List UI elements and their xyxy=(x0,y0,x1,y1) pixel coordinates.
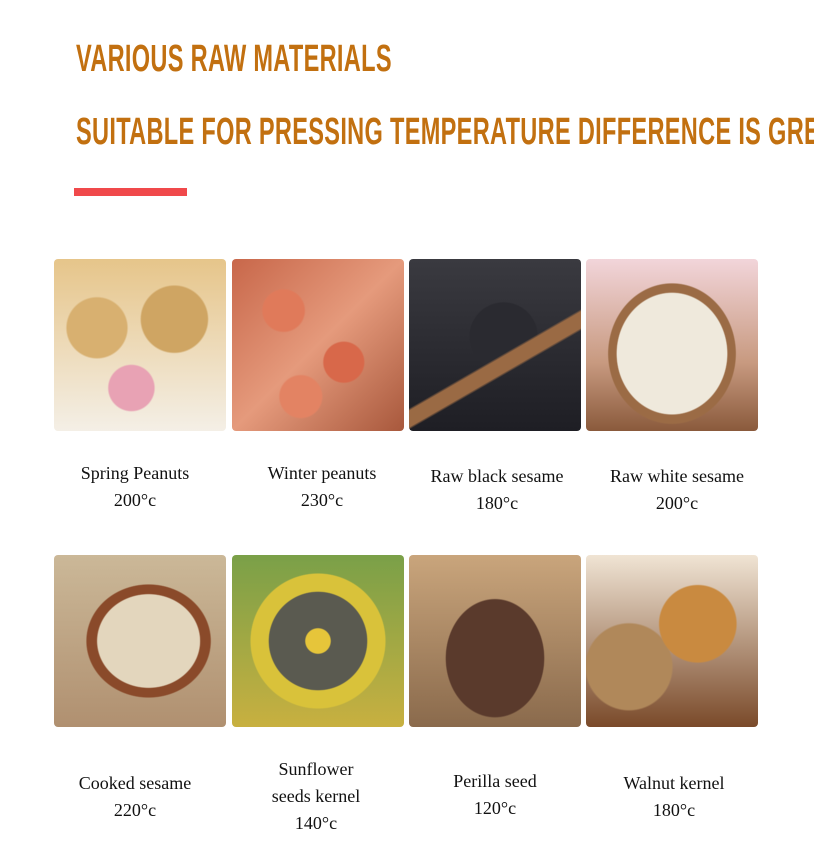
material-label: Spring Peanuts 200°c xyxy=(40,460,230,514)
walnut-kernel-image xyxy=(586,555,758,727)
spring-peanuts-image xyxy=(54,259,226,431)
material-name: Cooked sesame xyxy=(78,773,192,793)
material-temp: 180°c xyxy=(652,800,696,820)
material-name: Raw black sesame xyxy=(430,466,564,486)
material-label: Winter peanuts 230°c xyxy=(227,460,417,514)
material-temp: 200°c xyxy=(113,490,157,510)
page-title: VARIOUS RAW MATERIALS xyxy=(76,38,392,80)
material-name: Winter peanuts xyxy=(267,463,377,483)
material-name: Sunflower xyxy=(278,759,354,779)
material-temp: 220°c xyxy=(113,800,157,820)
material-name: Perilla seed xyxy=(453,771,537,791)
raw-white-sesame-image xyxy=(586,259,758,431)
material-label: Raw white sesame 200°c xyxy=(582,463,772,517)
material-name: Spring Peanuts xyxy=(80,463,190,483)
material-label: Walnut kernel 180°c xyxy=(579,770,769,824)
sunflower-image xyxy=(232,555,404,727)
material-name: Raw white sesame xyxy=(610,466,744,486)
perilla-seed-image xyxy=(409,555,581,727)
material-temp: 120°c xyxy=(473,798,517,818)
material-name: seeds kernel xyxy=(271,786,361,806)
material-temp: 180°c xyxy=(475,493,519,513)
material-name: Walnut kernel xyxy=(623,773,725,793)
material-temp: 230°c xyxy=(300,490,344,510)
page-subtitle: SUITABLE FOR PRESSING TEMPERATURE DIFFER… xyxy=(76,111,814,153)
cooked-sesame-image xyxy=(54,555,226,727)
material-label: Perilla seed 120°c xyxy=(400,768,590,822)
material-temp: 140°c xyxy=(294,813,338,833)
winter-peanuts-image xyxy=(232,259,404,431)
material-label: Raw black sesame 180°c xyxy=(402,463,592,517)
material-label: Sunflower seeds kernel 140°c xyxy=(221,756,411,837)
accent-divider xyxy=(74,188,187,196)
material-label: Cooked sesame 220°c xyxy=(40,770,230,824)
material-temp: 200°c xyxy=(655,493,699,513)
raw-black-sesame-image xyxy=(409,259,581,431)
